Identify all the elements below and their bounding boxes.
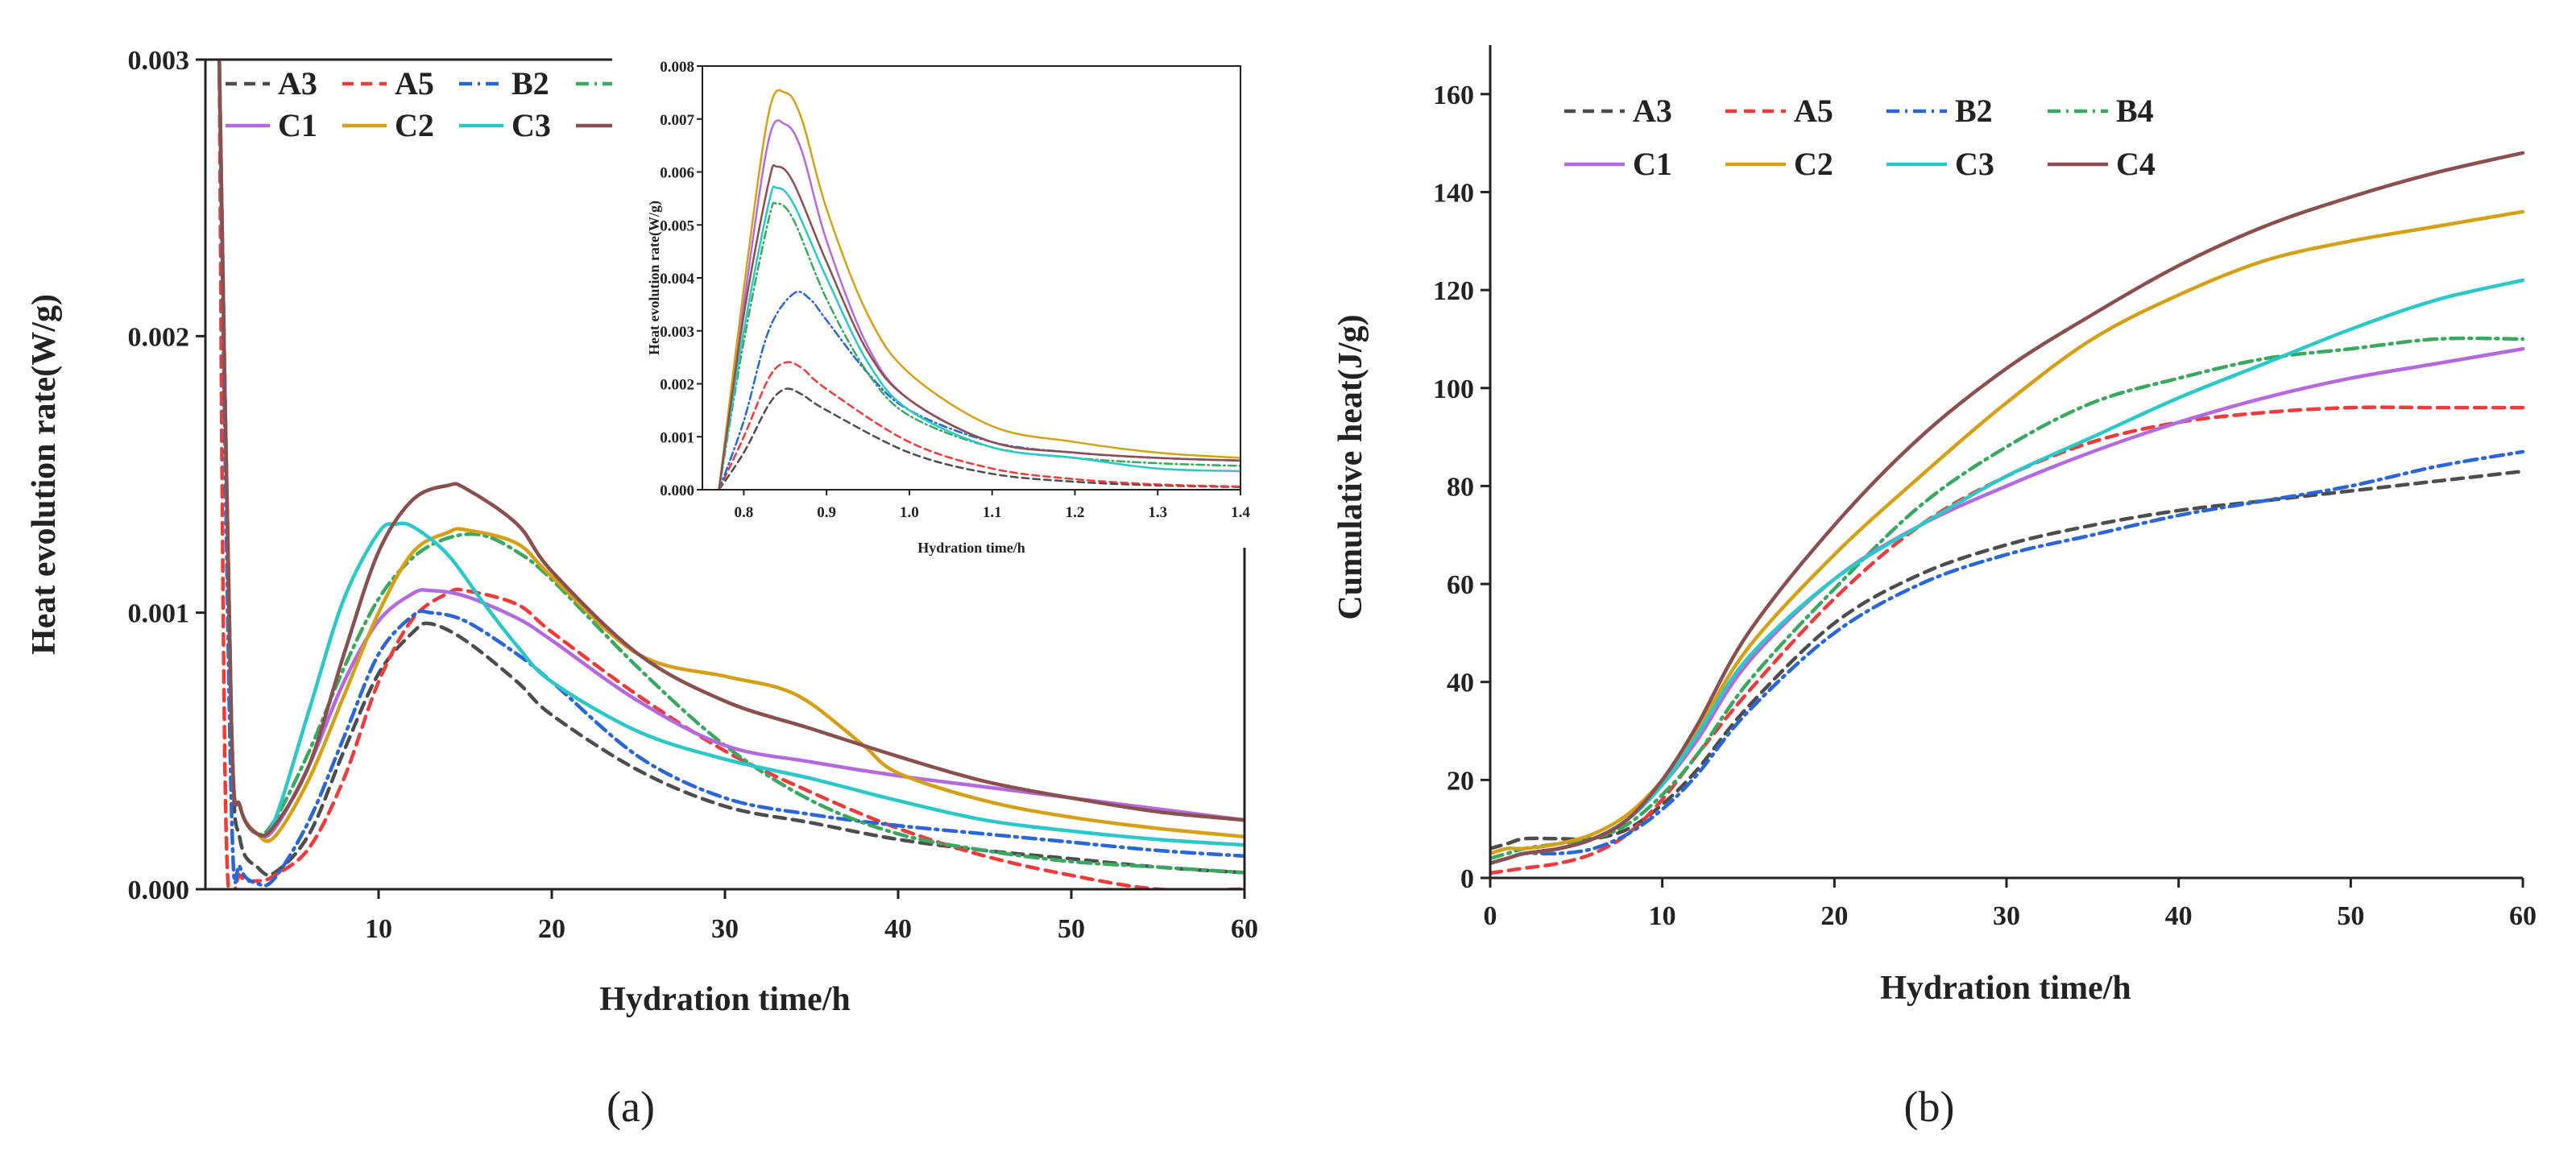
panel-b-y-axis-label: Cumulative heat(J/g) [1332, 314, 1369, 619]
inset-y-tick-label: 0.005 [660, 217, 694, 234]
panel-a-inset-chart: 0.8 0.9 1.0 1.1 1.2 1.3 1.4 0.000 0.001 0.002 0.00… [612, 48, 1250, 556]
panel-b-legend-label-c3: C3 [1955, 146, 1994, 182]
panel-b-x-tick-label: 10 [1649, 901, 1676, 931]
inset-y-tick-label: 0.000 [660, 482, 694, 499]
panel-a-x-axis-label: Hydration time/h [599, 981, 851, 1018]
panel-a-x-tick-label: 50 [1058, 914, 1085, 944]
inset-x-tick-label: 1.1 [983, 504, 1002, 521]
inset-x-tick-label: 0.8 [735, 504, 754, 521]
inset-x-tick-label: 0.9 [817, 504, 836, 521]
panel-a-x-tick-label: 40 [884, 914, 912, 944]
panel-b-chart: 0 10 20 30 40 50 60 0 20 40 60 80 100 120 140 160 A3 A5 B… [1332, 45, 2537, 1007]
panel-b-y-tick-label: 80 [1447, 472, 1474, 502]
panel-b-y-tick-label: 100 [1433, 375, 1474, 404]
panel-b-legend-label-c4: C4 [2116, 146, 2156, 182]
panel-a-caption-label: (a) [607, 1083, 655, 1131]
panel-b-series-line-b2 [1490, 449, 2525, 866]
inset-series-line-a5 [718, 361, 1240, 490]
inset-x-tick-label: 1.3 [1148, 504, 1167, 521]
inset-x-tick-label: 1.0 [900, 504, 919, 521]
inset-background [612, 48, 1249, 548]
inset-x-tick-label: 1.2 [1066, 504, 1085, 521]
inset-y-tick-label: 0.004 [660, 271, 694, 288]
panel-a-series-line-c4 [217, 60, 1245, 838]
panel-b-y-tick-label: 140 [1433, 178, 1474, 208]
panel-a-x-tick-label: 20 [538, 914, 565, 944]
inset-y-tick-label: 0.001 [660, 429, 694, 446]
panel-b-caption-label: (b) [1904, 1083, 1955, 1131]
panel-a-series-line-a3 [217, 60, 1245, 877]
panel-b-legend-label-b2: B2 [1955, 93, 1993, 129]
panel-a-y-tick-label: 0.001 [128, 599, 190, 629]
panel-b-legend-label-a3: A3 [1633, 93, 1672, 129]
inset-x-axis-label: Hydration time/h [917, 540, 1025, 556]
inset-y-tick-label: 0.007 [660, 112, 694, 129]
panel-b-x-tick-label: 50 [2337, 901, 2364, 931]
panel-a-legend-label-b2: B2 [511, 65, 549, 101]
panel-b-x-tick-label: 0 [1484, 901, 1497, 931]
panel-a-legend-label-c3: C3 [511, 107, 551, 143]
inset-series-line-c4 [718, 164, 1240, 490]
panel-a-series-line-b2 [217, 60, 1245, 888]
panel-a-legend-label-c1: C1 [278, 107, 317, 143]
panel-b-y-tick-label: 20 [1447, 766, 1474, 796]
panel-b-y-tick-label: 0 [1460, 864, 1474, 894]
panel-b-x-tick-label: 40 [2165, 901, 2193, 931]
panel-a-legend-label-a3: A3 [278, 65, 317, 101]
inset-y-tick-label: 0.008 [660, 59, 694, 76]
panel-a-y-axis-label: Heat evolution rate(W/g) [26, 294, 63, 655]
panel-b-legend-label-b4: B4 [2116, 93, 2154, 129]
panel-b-series-line-a5 [1490, 405, 2525, 876]
inset-y-axis-label: Heat evolution rate(W/g) [646, 201, 663, 355]
panel-b-x-axis-label: Hydration time/h [1880, 970, 2131, 1007]
panel-a-x-tick-label: 60 [1231, 914, 1258, 944]
panel-a-y-tick-label: 0.002 [128, 322, 190, 352]
panel-b-y-tick-label: 160 [1433, 81, 1474, 110]
inset-series-line-a3 [718, 387, 1240, 490]
panel-b-x-tick-label: 30 [1993, 901, 2020, 931]
inset-y-tick-label: 0.003 [660, 324, 694, 341]
panel-b-legend-label-a5: A5 [1794, 93, 1833, 129]
panel-a-y-tick-label: 0.003 [128, 46, 190, 76]
inset-series-line-c2 [718, 89, 1240, 490]
inset-x-tick-label: 1.4 [1231, 504, 1250, 521]
panel-a-legend-label-c2: C2 [395, 107, 434, 143]
panel-a-y-tick-label: 0.000 [128, 876, 190, 905]
panel-a-x-tick-label: 30 [711, 914, 739, 944]
inset-series-line-c3 [718, 185, 1240, 490]
panel-a-x-tick-label: 10 [365, 914, 392, 944]
inset-y-tick-label: 0.002 [660, 377, 694, 394]
panel-b-y-tick-label: 120 [1433, 276, 1474, 306]
panel-b-y-tick-label: 40 [1447, 669, 1474, 698]
inset-y-tick-label: 0.006 [660, 165, 694, 182]
panel-b-series-line-c2 [1490, 209, 2525, 855]
panel-b-legend-label-c2: C2 [1794, 146, 1833, 182]
panel-b-series-line-c4 [1490, 151, 2525, 866]
panel-b-legend-label-c1: C1 [1633, 146, 1672, 182]
panel-a-legend-label-a5: A5 [395, 65, 434, 101]
panel-b-x-tick-label: 20 [1820, 901, 1848, 931]
panel-b-y-tick-label: 60 [1447, 570, 1474, 600]
panel-b-x-tick-label: 60 [2509, 901, 2537, 931]
